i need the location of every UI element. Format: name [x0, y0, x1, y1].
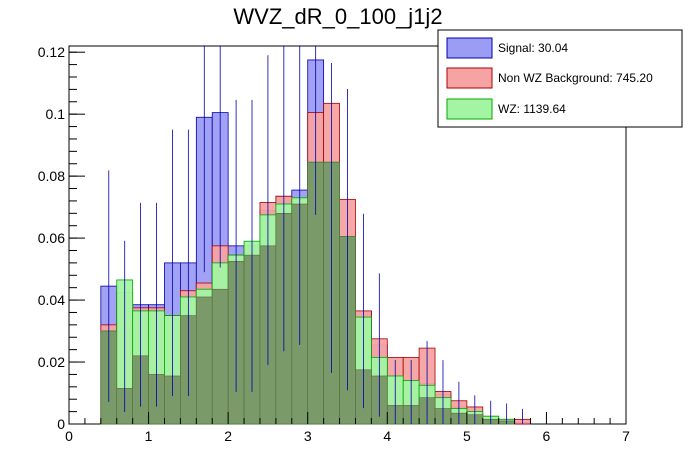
legend-swatch-non-wz: [446, 67, 493, 89]
x-tick-label-4: 4: [383, 428, 391, 444]
bar-overlap-7: [211, 288, 229, 425]
error-bars-layer: [108, 46, 523, 424]
y-tick-label-1: 0.02: [38, 354, 65, 370]
legend: Signal: 30.04 Non WZ Background: 745.20 …: [437, 29, 683, 128]
x-tick-label-3: 3: [304, 428, 312, 444]
y-tick-label-2: 0.04: [38, 292, 65, 308]
legend-label-signal: Signal: 30.04: [498, 41, 568, 55]
chart-title: WVZ_dR_0_100_j1j2: [233, 4, 442, 29]
y-tick-label-0: 0: [57, 416, 65, 432]
x-tick-label-0: 0: [65, 428, 73, 444]
bar-overlap-6: [196, 296, 213, 425]
x-tick-label-5: 5: [463, 428, 471, 444]
y-tick-label-4: 0.08: [38, 168, 65, 184]
legend-swatch-wz: [446, 98, 493, 120]
legend-swatch-signal: [446, 37, 493, 59]
y-tick-label-3: 0.06: [38, 230, 65, 246]
legend-label-wz: WZ: 1139.64: [498, 102, 566, 116]
axes-layer: 0 1 2 3 4 5 6 7 0 0.02 0.04 0.06 0.08 0.1 0.12: [38, 44, 630, 444]
x-tick-label-2: 2: [224, 428, 232, 444]
x-tick-label-7: 7: [622, 428, 630, 444]
x-tick-label-6: 6: [543, 428, 551, 444]
y-tick-label-5: 0.1: [46, 106, 66, 122]
y-tick-label-6: 0.12: [38, 44, 65, 60]
legend-label-non-wz: Non WZ Background: 745.20: [498, 71, 653, 85]
x-tick-label-1: 1: [145, 428, 153, 444]
